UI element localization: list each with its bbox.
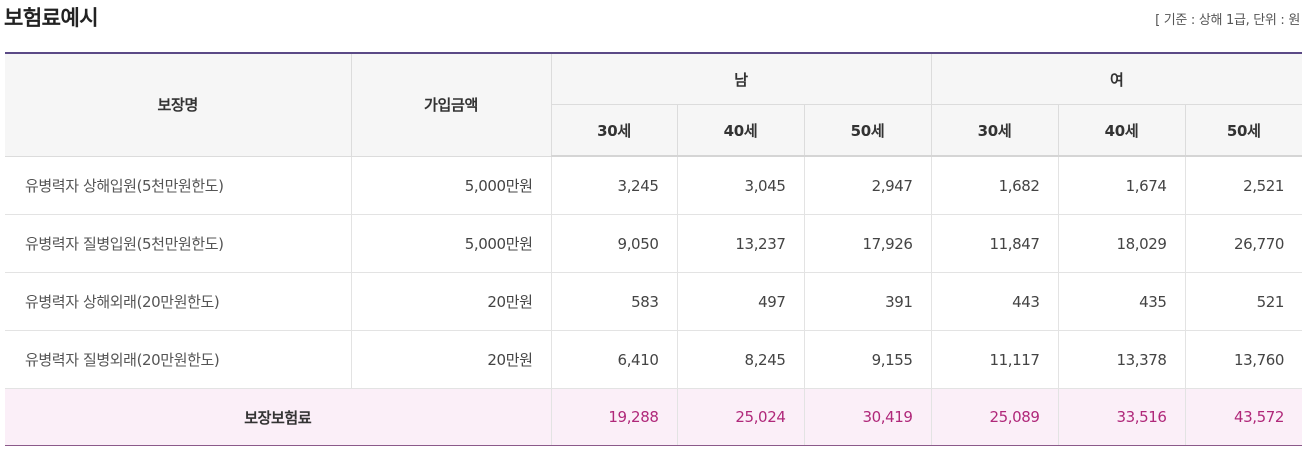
total-value: 30,419: [803, 388, 932, 446]
cell-value: 1,674: [1057, 155, 1186, 215]
cell-value: 443: [930, 272, 1059, 331]
row-amount: 20만원: [350, 272, 552, 331]
cell-value: 435: [1057, 272, 1186, 331]
cell-value: 13,760: [1184, 330, 1303, 389]
cell-value: 583: [550, 272, 678, 331]
total-label: 보장보험료: [5, 388, 552, 446]
cell-value: 6,410: [550, 330, 678, 389]
total-value: 25,089: [930, 388, 1059, 446]
cell-value: 8,245: [676, 330, 805, 389]
unit-note: [ 기준 : 상해 1급, 단위 : 원: [1155, 13, 1300, 28]
header-female: 여: [930, 52, 1303, 105]
table-row: 유병력자 상해입원(5천만원한도) 5,000만원 3,245 3,045 2,…: [5, 155, 1303, 215]
cell-value: 13,378: [1057, 330, 1186, 389]
cell-value: 13,237: [676, 214, 805, 273]
cell-value: 2,947: [803, 155, 932, 215]
header-male: 남: [550, 52, 932, 105]
cell-value: 3,245: [550, 155, 678, 215]
cell-value: 521: [1184, 272, 1303, 331]
header-male-age-50: 50세: [803, 104, 932, 157]
cell-value: 11,847: [930, 214, 1059, 273]
header-female-age-40: 40세: [1057, 104, 1186, 157]
total-row: 보장보험료 19,288 25,024 30,419 25,089 33,516…: [5, 388, 1303, 446]
page-title: 보험료예시: [4, 6, 99, 30]
header-male-age-30: 30세: [551, 104, 678, 157]
total-value: 43,572: [1184, 388, 1303, 446]
header-amount: 가입금액: [350, 52, 552, 157]
cell-value: 1,682: [930, 155, 1059, 215]
cell-value: 17,926: [803, 214, 932, 273]
row-amount: 5,000만원: [350, 214, 552, 273]
cell-value: 391: [803, 272, 932, 331]
cell-value: 3,045: [676, 155, 805, 215]
cell-value: 26,770: [1184, 214, 1303, 273]
table-row: 유병력자 질병입원(5천만원한도) 5,000만원 9,050 13,237 1…: [5, 214, 1303, 273]
cell-value: 11,117: [930, 330, 1059, 389]
table-row: 유병력자 질병외래(20만원한도) 20만원 6,410 8,245 9,155…: [5, 330, 1303, 389]
row-name: 유병력자 상해입원(5천만원한도): [5, 155, 352, 215]
cell-value: 18,029: [1057, 214, 1186, 273]
header-female-age-30: 30세: [930, 104, 1059, 157]
row-amount: 5,000만원: [350, 155, 552, 215]
row-name: 유병력자 상해외래(20만원한도): [5, 272, 352, 331]
header-male-age-40: 40세: [676, 104, 805, 157]
row-name: 유병력자 질병외래(20만원한도): [5, 330, 352, 389]
cell-value: 2,521: [1184, 155, 1303, 215]
premium-table: 보장명 가입금액 남 여 30세 40세 50세 30세 40세 50세 유병력…: [5, 52, 1303, 446]
total-value: 33,516: [1057, 388, 1186, 446]
cell-value: 497: [676, 272, 805, 331]
cell-value: 9,050: [550, 214, 678, 273]
row-name: 유병력자 질병입원(5천만원한도): [5, 214, 352, 273]
header-female-age-50: 50세: [1184, 104, 1303, 157]
cell-value: 9,155: [803, 330, 932, 389]
header-coverage-name: 보장명: [5, 52, 352, 157]
table-row: 유병력자 상해외래(20만원한도) 20만원 583 497 391 443 4…: [5, 272, 1303, 331]
row-amount: 20만원: [350, 330, 552, 389]
total-value: 25,024: [676, 388, 805, 446]
total-value: 19,288: [550, 388, 678, 446]
